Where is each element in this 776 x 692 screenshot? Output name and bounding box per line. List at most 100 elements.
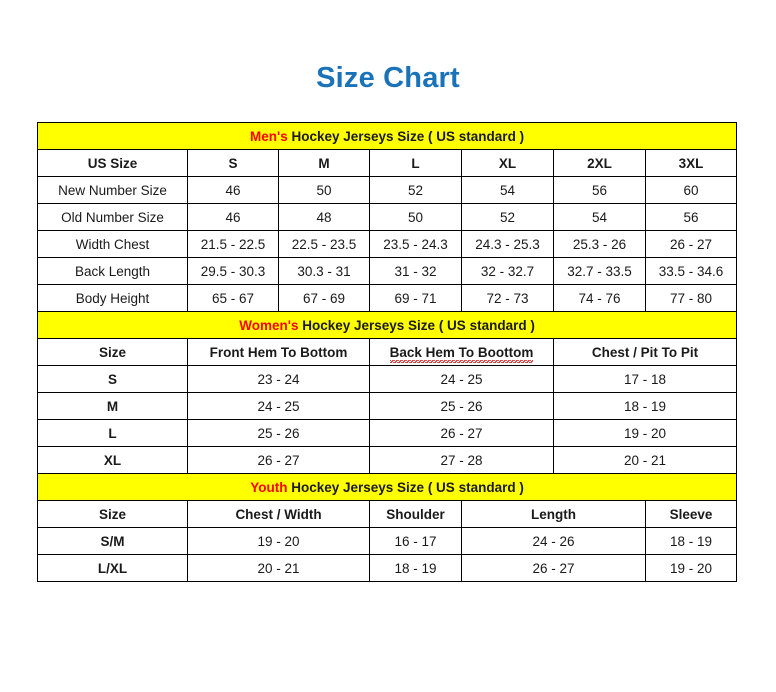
mens-row-1-val-4: 54 — [553, 203, 646, 231]
mens-banner-rest: Hockey Jerseys Size ( US standard ) — [287, 128, 525, 144]
youth-row-0-val-2: 24 - 26 — [461, 527, 646, 555]
youth-banner-row: Youth Hockey Jerseys Size ( US standard … — [36, 473, 738, 501]
womens-section-banner: Women's Hockey Jerseys Size ( US standar… — [36, 311, 738, 339]
youth-col-3: Length — [461, 500, 646, 528]
mens-row-1-val-1: 48 — [278, 203, 370, 231]
table-row: Old Number Size 46 48 50 52 54 56 — [37, 203, 738, 231]
table-row: L/XL 20 - 21 18 - 19 26 - 27 19 - 20 — [37, 554, 738, 582]
mens-row-1-label: Old Number Size — [37, 203, 188, 231]
youth-row-1-val-0: 20 - 21 — [187, 554, 370, 582]
mens-row-3-val-3: 32 - 32.7 — [461, 257, 554, 285]
mens-row-0-val-2: 52 — [369, 176, 462, 204]
table-row: Width Chest 21.5 - 22.5 22.5 - 23.5 23.5… — [37, 230, 738, 258]
mens-col-1: S — [187, 149, 279, 177]
youth-row-1-val-1: 18 - 19 — [369, 554, 462, 582]
womens-col-3: Chest / Pit To Pit — [552, 338, 738, 366]
mens-banner-accent: Men's — [249, 128, 288, 144]
youth-row-0-val-3: 18 - 19 — [644, 527, 738, 555]
womens-row-2-val-0: 25 - 26 — [187, 419, 370, 447]
womens-row-0-val-1: 24 - 25 — [369, 365, 554, 393]
mens-row-1-val-3: 52 — [461, 203, 554, 231]
mens-row-2-val-5: 26 - 27 — [644, 230, 738, 258]
womens-row-1-val-0: 24 - 25 — [187, 392, 370, 420]
mens-row-3-label: Back Length — [37, 257, 188, 285]
womens-col-2-text: Back Hem To Boottom — [389, 344, 534, 363]
mens-col-5: 2XL — [553, 149, 646, 177]
mens-row-4-val-5: 77 - 80 — [644, 284, 738, 312]
youth-header-row: Size Chest / Width Shoulder Length Sleev… — [37, 500, 738, 528]
mens-banner-row: Men's Hockey Jerseys Size ( US standard … — [36, 122, 738, 150]
mens-row-4-val-0: 65 - 67 — [187, 284, 279, 312]
mens-row-4-val-4: 74 - 76 — [553, 284, 646, 312]
mens-row-2-label: Width Chest — [37, 230, 188, 258]
table-row: M 24 - 25 25 - 26 18 - 19 — [37, 392, 738, 420]
table-row: XL 26 - 27 27 - 28 20 - 21 — [37, 446, 738, 474]
mens-col-0: US Size — [37, 149, 188, 177]
mens-row-3-val-0: 29.5 - 30.3 — [187, 257, 279, 285]
womens-col-2: Back Hem To Boottom — [369, 338, 554, 366]
mens-row-0-val-0: 46 — [187, 176, 279, 204]
youth-banner-accent: Youth — [250, 479, 288, 495]
mens-header-row: US Size S M L XL 2XL 3XL — [37, 149, 738, 177]
page-title: Size Chart — [316, 62, 460, 94]
womens-row-0-label: S — [37, 365, 188, 393]
womens-row-2-label: L — [37, 419, 188, 447]
mens-row-3-val-2: 31 - 32 — [369, 257, 462, 285]
mens-row-2-val-2: 23.5 - 24.3 — [369, 230, 462, 258]
womens-header-row: Size Front Hem To Bottom Back Hem To Boo… — [37, 338, 738, 366]
size-chart-tables: Men's Hockey Jerseys Size ( US standard … — [36, 122, 738, 582]
womens-row-1-val-2: 18 - 19 — [552, 392, 738, 420]
womens-row-3-label: XL — [37, 446, 188, 474]
womens-row-1-val-1: 25 - 26 — [369, 392, 554, 420]
womens-row-0-val-0: 23 - 24 — [187, 365, 370, 393]
mens-row-4-val-1: 67 - 69 — [278, 284, 370, 312]
womens-row-1-label: M — [37, 392, 188, 420]
mens-col-6: 3XL — [644, 149, 738, 177]
mens-row-4-val-3: 72 - 73 — [461, 284, 554, 312]
mens-row-1-val-0: 46 — [187, 203, 279, 231]
womens-row-0-val-2: 17 - 18 — [552, 365, 738, 393]
womens-banner-accent: Women's — [239, 317, 299, 333]
table-row: S 23 - 24 24 - 25 17 - 18 — [37, 365, 738, 393]
womens-row-3-val-1: 27 - 28 — [369, 446, 554, 474]
womens-col-0: Size — [37, 338, 188, 366]
mens-row-2-val-4: 25.3 - 26 — [553, 230, 646, 258]
mens-col-3: L — [369, 149, 462, 177]
youth-col-2: Shoulder — [369, 500, 462, 528]
womens-banner-rest: Hockey Jerseys Size ( US standard ) — [298, 317, 535, 333]
youth-row-0-val-1: 16 - 17 — [369, 527, 462, 555]
youth-row-1-val-3: 19 - 20 — [644, 554, 738, 582]
mens-col-2: M — [278, 149, 370, 177]
size-chart-table: Men's Hockey Jerseys Size ( US standard … — [36, 122, 738, 582]
mens-section-banner: Men's Hockey Jerseys Size ( US standard … — [36, 122, 738, 150]
table-row: New Number Size 46 50 52 54 56 60 — [37, 176, 738, 204]
mens-row-4-val-2: 69 - 71 — [369, 284, 462, 312]
table-row: Back Length 29.5 - 30.3 30.3 - 31 31 - 3… — [37, 257, 738, 285]
mens-row-2-val-0: 21.5 - 22.5 — [187, 230, 279, 258]
mens-row-3-val-1: 30.3 - 31 — [278, 257, 370, 285]
mens-col-4: XL — [461, 149, 554, 177]
table-row: Body Height 65 - 67 67 - 69 69 - 71 72 -… — [37, 284, 738, 312]
mens-row-4-label: Body Height — [37, 284, 188, 312]
youth-col-1: Chest / Width — [187, 500, 370, 528]
mens-row-0-val-5: 60 — [644, 176, 738, 204]
womens-banner-row: Women's Hockey Jerseys Size ( US standar… — [36, 311, 738, 339]
womens-row-3-val-2: 20 - 21 — [552, 446, 738, 474]
womens-row-2-val-2: 19 - 20 — [552, 419, 738, 447]
youth-section-banner: Youth Hockey Jerseys Size ( US standard … — [36, 473, 738, 501]
mens-row-0-label: New Number Size — [37, 176, 188, 204]
youth-col-0: Size — [37, 500, 188, 528]
youth-row-1-val-2: 26 - 27 — [461, 554, 646, 582]
mens-row-3-val-4: 32.7 - 33.5 — [553, 257, 646, 285]
mens-row-1-val-2: 50 — [369, 203, 462, 231]
mens-row-1-val-5: 56 — [644, 203, 738, 231]
mens-row-2-val-3: 24.3 - 25.3 — [461, 230, 554, 258]
youth-banner-rest: Hockey Jerseys Size ( US standard ) — [287, 479, 524, 495]
youth-col-4: Sleeve — [644, 500, 738, 528]
table-row: S/M 19 - 20 16 - 17 24 - 26 18 - 19 — [37, 527, 738, 555]
youth-row-0-label: S/M — [37, 527, 188, 555]
table-row: L 25 - 26 26 - 27 19 - 20 — [37, 419, 738, 447]
mens-row-0-val-4: 56 — [553, 176, 646, 204]
womens-col-1: Front Hem To Bottom — [187, 338, 370, 366]
womens-row-2-val-1: 26 - 27 — [369, 419, 554, 447]
